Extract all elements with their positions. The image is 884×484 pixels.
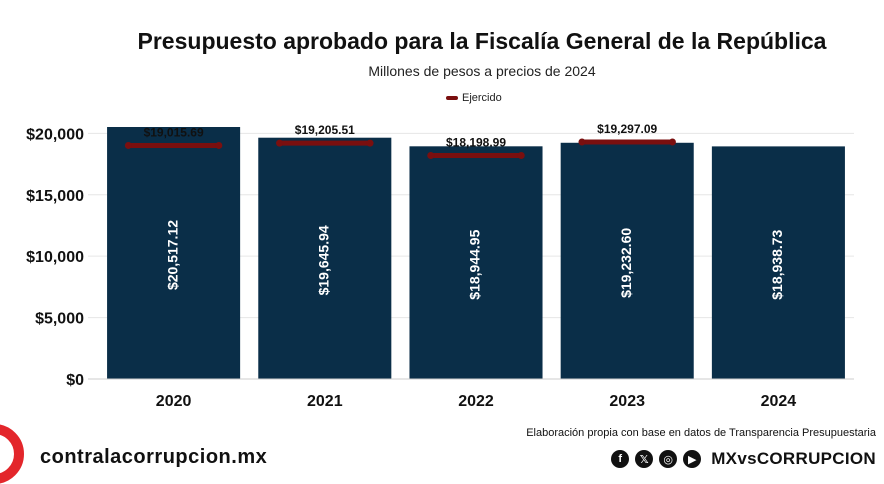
facebook-icon[interactable]: f [611,450,630,468]
ejercido-end-dot [427,151,435,159]
ejercido-end-dot [517,151,525,159]
x-tick-label: 2022 [458,393,494,410]
y-tick-label: $15,000 [26,188,84,205]
ejercido-value-label: $18,198.99 [446,135,506,149]
chart-title: Presupuesto aprobado para la Fiscalía Ge… [137,28,827,54]
site-url[interactable]: contralacorrupcion.mx [40,446,268,468]
bar-value-label: $18,938.73 [769,229,785,299]
x-tick-label: 2020 [156,393,192,410]
bar [560,142,694,379]
ejercido-end-dot [215,141,223,149]
bar-value-label: $18,944.95 [467,229,483,299]
x-tick-label: 2021 [307,393,343,410]
ejercido-end-dot [366,139,374,147]
bar [409,146,543,379]
bar-value-label: $20,517.12 [164,220,180,290]
ejercido-end-dot [124,141,132,149]
y-tick-label: $10,000 [26,249,84,266]
x-tick-label: 2023 [609,393,645,410]
bar [711,146,845,379]
ejercido-end-dot [276,139,284,147]
social-handle[interactable]: MXvsCORRUPCION [711,449,876,468]
x-icon[interactable]: 𝕏 [635,450,654,468]
ejercido-value-label: $19,205.51 [295,123,355,137]
bar [107,127,241,379]
y-tick-label: $5,000 [35,311,84,328]
bar-chart: $0 $5,000 $10,000 $15,000 $20,000 $20,517.12 $… [26,122,854,410]
youtube-icon[interactable]: ▶ [683,450,702,468]
ejercido-end-dot [578,138,586,146]
ejercido-value-label: $19,015.69 [144,125,204,139]
bar-value-label: $19,232.60 [618,228,634,298]
ejercido-value-label: $19,297.09 [597,122,657,136]
legend-swatch-ejercido [446,96,458,100]
y-tick-label: $20,000 [26,126,84,143]
y-tick-label: $0 [66,372,84,389]
source-note: Elaboración propia con base en datos de … [526,427,876,439]
instagram-icon[interactable]: ◎ [659,450,678,468]
ejercido-end-dot [668,138,676,146]
social-links: f 𝕏 ◎ ▶ MXvsCORRUPCION [611,449,876,469]
legend-label: Ejercido [462,92,502,104]
bar-value-label: $19,645.94 [316,225,332,295]
bar [258,137,392,379]
x-tick-label: 2024 [761,393,797,410]
legend: Ejercido [446,92,502,104]
chart-subtitle: Millones de pesos a precios de 2024 [368,63,596,79]
